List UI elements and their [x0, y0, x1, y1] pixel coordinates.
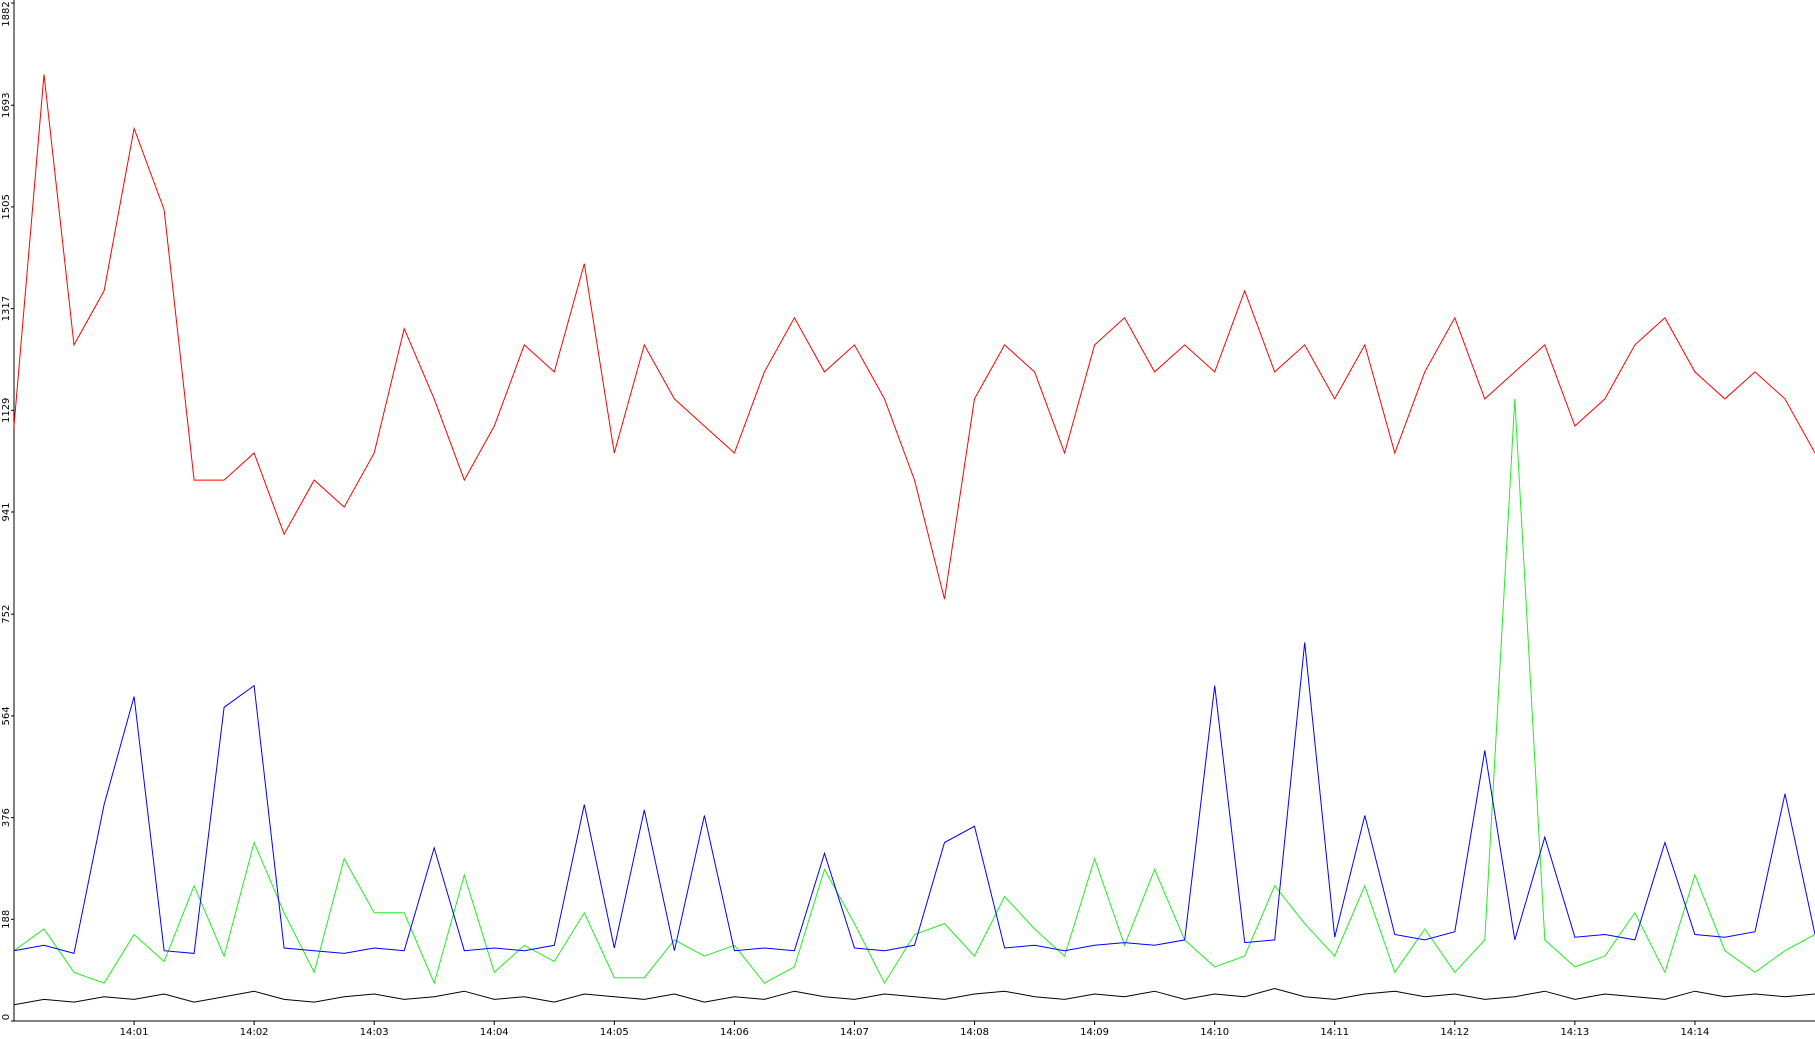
- x-tick-label: 14:11: [1320, 1027, 1349, 1038]
- x-tick-label: 14:04: [480, 1027, 509, 1038]
- series-line: [13, 74, 1815, 600]
- x-tick-label: 14:06: [720, 1027, 749, 1038]
- x-tick-label: 14:03: [360, 1027, 389, 1038]
- x-tick-label: 14:10: [1200, 1027, 1229, 1038]
- series-line: [13, 398, 1815, 985]
- y-tick-label: 1317: [1, 296, 12, 321]
- y-tick-label: 188: [1, 910, 12, 929]
- x-tick-label: 14:01: [120, 1027, 149, 1038]
- y-tick-label: 1505: [1, 194, 12, 219]
- series-line: [13, 642, 1815, 955]
- y-tick-label: 0: [1, 1014, 12, 1020]
- y-tick-label: 564: [1, 706, 12, 725]
- x-tick-label: 14:08: [960, 1027, 989, 1038]
- y-tick-label: 941: [1, 502, 12, 521]
- x-tick-label: 14:12: [1440, 1027, 1469, 1038]
- x-tick-label: 14:05: [600, 1027, 629, 1038]
- x-tick-label: 14:13: [1560, 1027, 1589, 1038]
- x-tick-label: 14:07: [840, 1027, 869, 1038]
- x-tick-label: 14:09: [1080, 1027, 1109, 1038]
- x-tick-label: 14:02: [240, 1027, 269, 1038]
- y-tick-label: 376: [1, 808, 12, 827]
- y-tick-label: 752: [1, 605, 12, 624]
- series-line: [13, 987, 1815, 1006]
- x-tick-label: 14:14: [1681, 1027, 1710, 1038]
- y-tick-label: 1129: [1, 398, 12, 423]
- y-tick-label: 1693: [1, 93, 12, 118]
- y-tick-label: 1882: [1, 1, 12, 26]
